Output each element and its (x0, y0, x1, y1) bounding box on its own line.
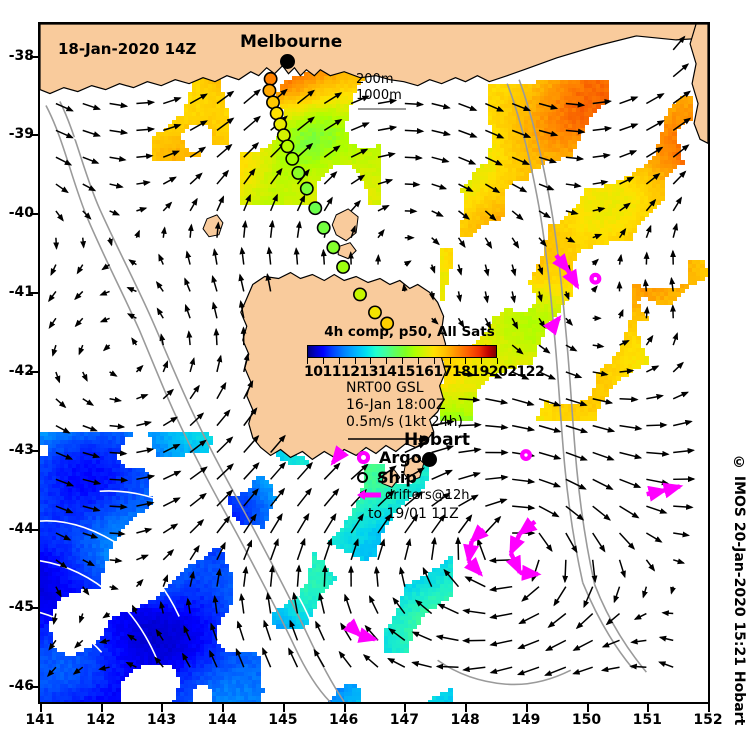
legend-key-drifters-label: drifters@12h (385, 488, 470, 503)
y-tick-label: -45 (9, 599, 34, 615)
x-tick-label: 144 (208, 712, 237, 728)
argo-icon (357, 450, 370, 464)
y-tick-label: -46 (9, 678, 34, 694)
y-tick (30, 292, 38, 295)
colorbar-tick (497, 358, 498, 364)
x-tick-label: 141 (25, 712, 54, 728)
legend-title: 4h comp, p50, All Sats (302, 324, 517, 340)
colorbar (307, 345, 497, 358)
x-tick (222, 704, 225, 712)
x-tick-label: 150 (572, 712, 601, 728)
legend-key-argo: Argo (357, 447, 517, 467)
y-tick-label: -42 (9, 363, 34, 379)
x-tick-label: 143 (147, 712, 176, 728)
colorbar-tick (449, 358, 451, 364)
x-tick (525, 704, 528, 712)
bathymetry-1000m-label: 1000m (356, 88, 402, 103)
colorbar-tick (386, 358, 388, 364)
x-tick-label: 149 (511, 712, 540, 728)
bathymetry-label-underline (358, 108, 406, 110)
x-tick (282, 704, 285, 712)
colorbar-tick (338, 358, 340, 364)
y-tick (30, 55, 38, 58)
y-tick (30, 213, 38, 216)
colorbar-tick (465, 358, 467, 364)
x-tick-label: 152 (693, 712, 722, 728)
legend-key-drifters: drifters@12h (357, 485, 517, 505)
y-tick (30, 528, 38, 531)
colorbar-tick (370, 358, 372, 364)
map-plot-area[interactable]: 18-Jan-2020 14Z 200m 1000m Melbourne Hob… (38, 22, 710, 704)
y-tick (30, 449, 38, 452)
x-tick (708, 704, 710, 712)
product-time-label: 16-Jan 18:00Z (346, 397, 517, 414)
legend-panel: 4h comp, p50, All Sats 10111213141516171… (302, 324, 545, 523)
x-tick (343, 704, 346, 712)
y-tick-label: -39 (9, 126, 34, 142)
timestamp-label: 18-Jan-2020 14Z (58, 40, 196, 58)
colorbar-tick (354, 358, 356, 364)
colorbar-tick (433, 358, 435, 364)
x-tick-label: 146 (329, 712, 358, 728)
product-name-label: NRT00 GSL (346, 380, 517, 397)
colorbar-ticks (307, 358, 498, 365)
x-tick (161, 704, 164, 712)
x-tick-label: 148 (450, 712, 479, 728)
colorbar-tick (481, 358, 483, 364)
y-tick (30, 686, 38, 689)
vector-scale-arrow (348, 435, 430, 443)
legend-key-drifters-end-label: to 19/01 11Z (368, 506, 517, 523)
x-tick (404, 704, 407, 712)
x-tick (647, 704, 650, 712)
city-marker-melbourne (280, 54, 295, 69)
colorbar-tick (417, 358, 419, 364)
colorbar-tick (307, 358, 308, 364)
y-tick-label: -44 (9, 521, 34, 537)
city-marker-hobart (422, 452, 437, 467)
x-tick (40, 704, 42, 712)
y-tick (30, 370, 38, 373)
legend-key-ship: Ship (357, 467, 517, 487)
x-tick-label: 142 (86, 712, 115, 728)
ship-icon (357, 471, 368, 483)
x-tick (586, 704, 589, 712)
x-tick (100, 704, 103, 712)
y-tick (30, 607, 38, 610)
y-tick-label: -40 (9, 205, 34, 221)
colorbar-tick (322, 358, 324, 364)
y-tick-label: -43 (9, 442, 34, 458)
credit-label: © IMOS 20-Jan-2020 15:21 Hobart (731, 455, 747, 725)
x-tick (465, 704, 468, 712)
y-tick-label: -41 (9, 284, 34, 300)
x-tick-label: 151 (633, 712, 662, 728)
drifter-arrow-icon (357, 490, 381, 500)
y-tick-label: -38 (9, 48, 34, 64)
y-tick (30, 134, 38, 137)
colorbar-tick (402, 358, 403, 364)
bathymetry-200m-label: 200m (356, 72, 393, 87)
city-label-hobart: Hobart (404, 430, 470, 450)
vector-scale-label: 0.5m/s (1kt 24h) (346, 414, 517, 431)
x-tick-label: 145 (268, 712, 297, 728)
legend-key-ship-label: Ship (377, 468, 417, 487)
city-label-melbourne: Melbourne (240, 32, 342, 52)
colorbar-tick-labels: 10111213141516171819202122 (304, 365, 545, 380)
x-tick-label: 147 (390, 712, 419, 728)
legend-key-argo-label: Argo (379, 448, 422, 467)
